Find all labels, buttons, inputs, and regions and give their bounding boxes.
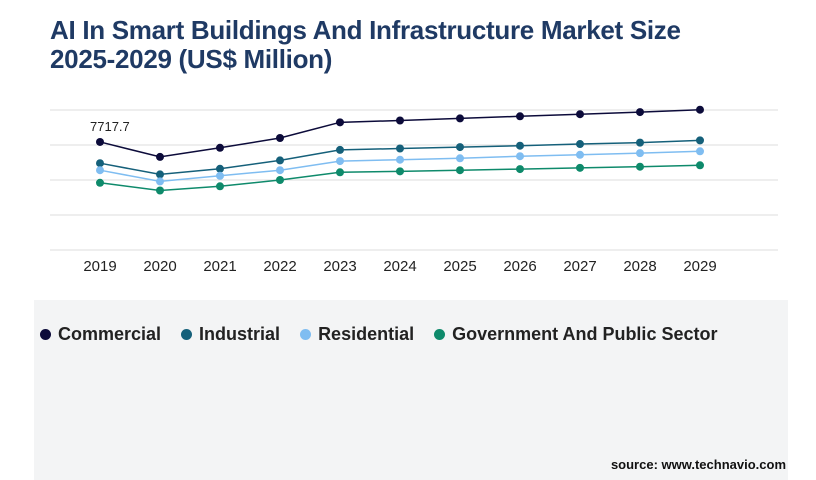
data-point-commercial bbox=[696, 105, 704, 114]
data-point-government-and-public-sector bbox=[216, 182, 224, 191]
data-point-industrial bbox=[276, 156, 284, 165]
x-tick-label: 2022 bbox=[263, 258, 296, 275]
chart-title: AI In Smart Buildings And Infrastructure… bbox=[50, 16, 770, 74]
data-point-commercial bbox=[216, 143, 224, 152]
data-point-commercial bbox=[576, 110, 584, 119]
data-point-industrial bbox=[216, 164, 224, 173]
data-point-residential bbox=[96, 166, 104, 175]
data-point-government-and-public-sector bbox=[576, 163, 584, 172]
x-tick-label: 2021 bbox=[203, 258, 236, 275]
data-point-residential bbox=[276, 166, 284, 175]
data-point-commercial bbox=[396, 116, 404, 125]
x-tick-label: 2024 bbox=[383, 258, 416, 275]
x-tick-label: 2025 bbox=[443, 258, 476, 275]
legend-marker bbox=[300, 328, 312, 340]
data-point-government-and-public-sector bbox=[96, 178, 104, 187]
data-point-government-and-public-sector bbox=[636, 162, 644, 171]
data-point-commercial bbox=[336, 118, 344, 127]
legend: Commercial Industrial Residential Governmen… bbox=[40, 322, 737, 346]
legend-label: Government And Public Sector bbox=[452, 323, 718, 344]
data-point-residential bbox=[396, 155, 404, 164]
data-point-industrial bbox=[336, 145, 344, 154]
data-point-government-and-public-sector bbox=[396, 167, 404, 176]
data-point-commercial bbox=[276, 134, 284, 142]
data-point-industrial bbox=[396, 144, 404, 153]
data-label: 7717.7 bbox=[90, 119, 130, 134]
x-tick-label: 2020 bbox=[143, 258, 176, 275]
data-point-residential bbox=[576, 150, 584, 159]
x-tick-label: 2023 bbox=[323, 258, 356, 275]
chart-title-line-1: AI In Smart Buildings And Infrastructure… bbox=[50, 15, 681, 45]
data-point-government-and-public-sector bbox=[156, 186, 164, 195]
data-point-residential bbox=[456, 154, 464, 163]
data-point-residential bbox=[156, 177, 164, 186]
data-point-government-and-public-sector bbox=[336, 168, 344, 177]
data-point-industrial bbox=[516, 141, 524, 150]
legend-marker bbox=[181, 328, 193, 340]
legend-label: Industrial bbox=[199, 323, 281, 344]
x-tick-label: 2029 bbox=[683, 258, 716, 275]
data-point-commercial bbox=[516, 112, 524, 121]
legend-item-residential: Residential bbox=[300, 324, 414, 345]
legend-item-industrial: Industrial bbox=[181, 324, 280, 345]
legend-label: Commercial bbox=[58, 323, 162, 344]
data-point-residential bbox=[336, 157, 344, 166]
data-point-residential bbox=[696, 147, 704, 156]
legend-panel bbox=[34, 300, 788, 480]
data-point-commercial bbox=[456, 114, 464, 123]
data-point-industrial bbox=[696, 136, 704, 145]
legend-item-commercial: Commercial bbox=[40, 324, 161, 345]
data-point-commercial bbox=[156, 152, 164, 161]
data-point-residential bbox=[216, 171, 224, 180]
x-tick-label: 2019 bbox=[83, 258, 116, 275]
data-point-commercial bbox=[96, 137, 104, 146]
x-tick-label: 2026 bbox=[503, 258, 536, 275]
x-tick-label: 2028 bbox=[623, 258, 656, 275]
line-chart: 2019 2020 2021 2022 2023 2024 2025 2026 2027 2028… bbox=[50, 105, 778, 275]
data-point-industrial bbox=[636, 138, 644, 147]
data-point-industrial bbox=[576, 140, 584, 149]
x-tick-label: 2027 bbox=[563, 258, 596, 275]
data-point-government-and-public-sector bbox=[276, 176, 284, 184]
data-point-industrial bbox=[456, 143, 464, 152]
data-point-government-and-public-sector bbox=[516, 165, 524, 174]
chart-title-line-2: 2025-2029 (US$ Million) bbox=[50, 44, 333, 74]
legend-item-government-and-public-sector: Government And Public Sector bbox=[434, 324, 717, 345]
legend-label: Residential bbox=[318, 323, 415, 344]
data-point-industrial bbox=[96, 159, 104, 168]
data-point-commercial bbox=[636, 108, 644, 117]
data-point-industrial bbox=[156, 170, 164, 179]
legend-marker bbox=[434, 328, 446, 340]
legend-marker bbox=[40, 328, 51, 340]
data-point-government-and-public-sector bbox=[456, 166, 464, 175]
data-point-residential bbox=[516, 152, 524, 161]
data-point-government-and-public-sector bbox=[696, 161, 704, 170]
data-point-residential bbox=[636, 149, 644, 158]
source-note: source: www.technavio.com bbox=[610, 457, 786, 472]
